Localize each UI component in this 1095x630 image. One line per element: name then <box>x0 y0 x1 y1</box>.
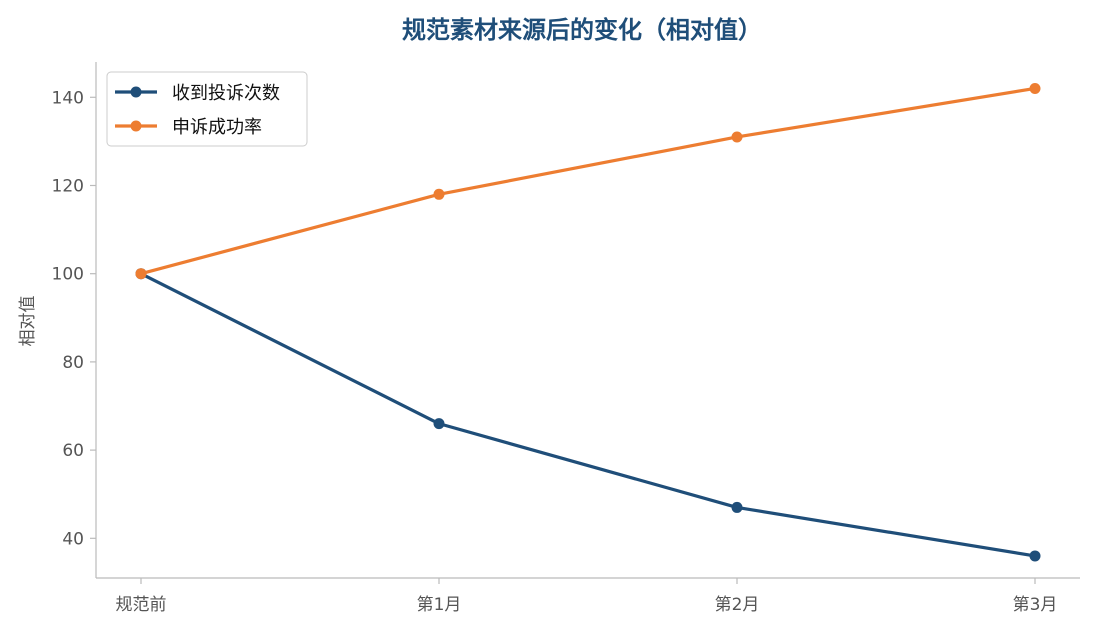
data-point <box>731 131 743 143</box>
legend-label: 申诉成功率 <box>172 117 262 138</box>
data-point <box>1029 82 1041 94</box>
y-axis-ticks: 40 60 80 100 120 140 <box>52 88 96 549</box>
y-tick-label: 80 <box>62 353 84 373</box>
legend-label: 收到投诉次数 <box>172 83 280 104</box>
y-tick-label: 100 <box>52 265 84 285</box>
series-group <box>135 82 1041 280</box>
y-tick-label: 140 <box>52 88 84 108</box>
y-tick-label: 60 <box>62 441 84 461</box>
series-line <box>139 272 1037 558</box>
series-group <box>135 268 1041 562</box>
series-line <box>139 86 1037 276</box>
data-point <box>1029 550 1041 562</box>
data-point <box>433 418 445 430</box>
data-point <box>731 501 743 513</box>
chart-title: 规范素材来源后的变化（相对值） <box>402 16 762 44</box>
legend-swatch-marker <box>130 120 142 132</box>
y-axis-label: 相对值 <box>18 296 38 347</box>
y-tick-label: 40 <box>62 529 84 549</box>
x-tick-label: 规范前 <box>116 595 167 615</box>
x-tick-label: 第3月 <box>1013 595 1058 615</box>
x-axis-ticks: 规范前 第1月 第2月 第3月 <box>116 578 1058 615</box>
x-tick-label: 第2月 <box>715 595 760 615</box>
data-point <box>135 268 147 280</box>
y-tick-label: 120 <box>52 176 84 196</box>
x-tick-label: 第1月 <box>417 595 462 615</box>
data-point <box>433 188 445 200</box>
legend-swatch-marker <box>130 86 142 98</box>
series-layer <box>135 82 1041 562</box>
